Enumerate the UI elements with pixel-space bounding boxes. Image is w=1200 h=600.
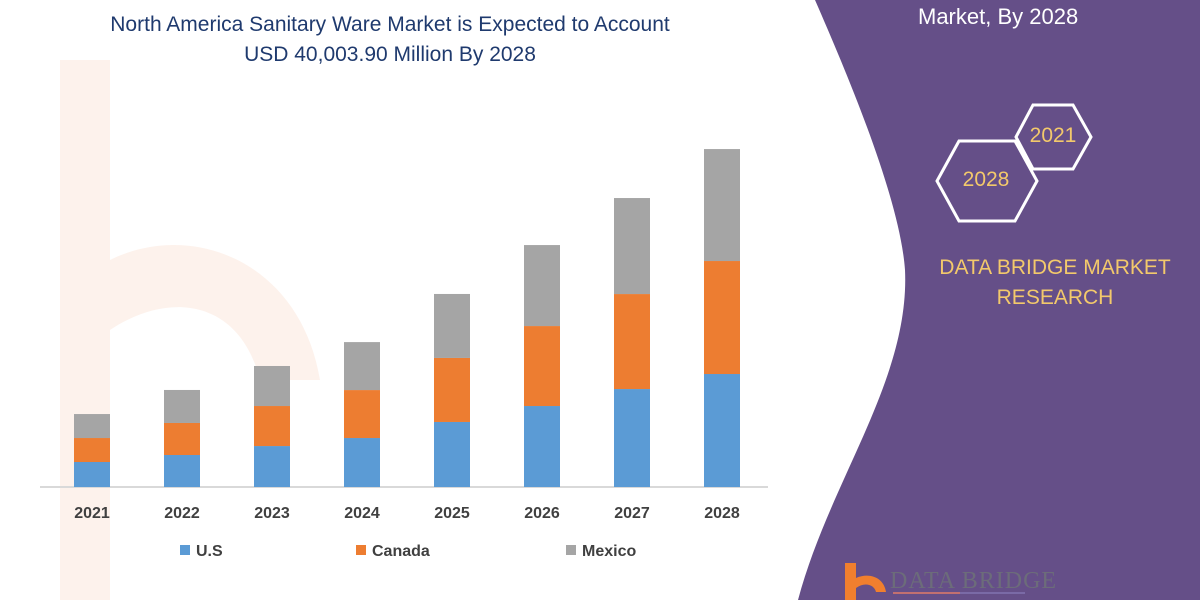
- bar-mexico-2025: [434, 293, 470, 358]
- legend-swatch-canada: [356, 545, 366, 555]
- logo-text: DATA BRIDGE: [890, 568, 1058, 594]
- x-tick-label: 2028: [704, 505, 740, 522]
- bar-canada-2027: [614, 294, 650, 390]
- legend-label: Canada: [372, 543, 430, 560]
- bar-canada-2024: [344, 390, 380, 439]
- bar-mexico-2021: [74, 414, 110, 439]
- bar-mexico-2023: [254, 365, 290, 407]
- bar-us-2022: [164, 454, 200, 487]
- hexagon-2021-icon: [1014, 103, 1093, 171]
- bar-canada-2025: [434, 357, 470, 422]
- bar-canada-2028: [704, 261, 740, 375]
- hexagon-2028-icon: [935, 139, 1039, 223]
- stacked-bar-chart: 2021 2022 2023 2024 2025 2026 2027 2028 U.S Canad…: [40, 149, 768, 560]
- bar-us-2025: [434, 421, 470, 487]
- x-tick-label: 2027: [614, 505, 650, 522]
- x-tick-label: 2021: [74, 505, 110, 522]
- brand-line2: RESEARCH: [996, 286, 1114, 309]
- bar-us-2026: [524, 406, 560, 487]
- chart-title-line2: USD 40,003.90 Million By 2028: [244, 43, 536, 66]
- legend-label: U.S: [196, 543, 223, 560]
- x-tick-label: 2024: [344, 505, 380, 522]
- hex-year-2021: 2021: [1029, 124, 1077, 147]
- brand-line1: DATA BRIDGE MARKET: [939, 256, 1171, 279]
- logo-b-icon: [845, 563, 886, 600]
- legend-label: Mexico: [582, 543, 636, 560]
- chart-title-line1: North America Sanitary Ware Market is Ex…: [110, 13, 670, 36]
- bar-us-2024: [344, 438, 380, 487]
- bar-mexico-2027: [614, 198, 650, 295]
- x-tick-label: 2025: [434, 505, 470, 522]
- bar-canada-2021: [74, 438, 110, 463]
- bar-canada-2022: [164, 422, 200, 455]
- legend-swatch-us: [180, 545, 190, 555]
- x-tick-label: 2022: [164, 505, 200, 522]
- bar-mexico-2028: [704, 149, 740, 262]
- bar-canada-2023: [254, 406, 290, 447]
- side-heading: Market, By 2028: [918, 4, 1079, 29]
- hex-year-2028: 2028: [962, 168, 1010, 191]
- bar-mexico-2024: [344, 342, 380, 391]
- x-tick-label: 2023: [254, 505, 290, 522]
- x-tick-label: 2026: [524, 505, 560, 522]
- legend-swatch-mexico: [566, 545, 576, 555]
- bar-us-2023: [254, 446, 290, 487]
- bar-us-2027: [614, 389, 650, 487]
- bar-canada-2026: [524, 326, 560, 407]
- purple-panel: [798, 0, 1200, 600]
- bar-us-2028: [704, 374, 740, 487]
- bar-mexico-2022: [164, 389, 200, 423]
- bar-mexico-2026: [524, 245, 560, 327]
- watermark-logo: [60, 60, 320, 600]
- bar-us-2021: [74, 462, 110, 487]
